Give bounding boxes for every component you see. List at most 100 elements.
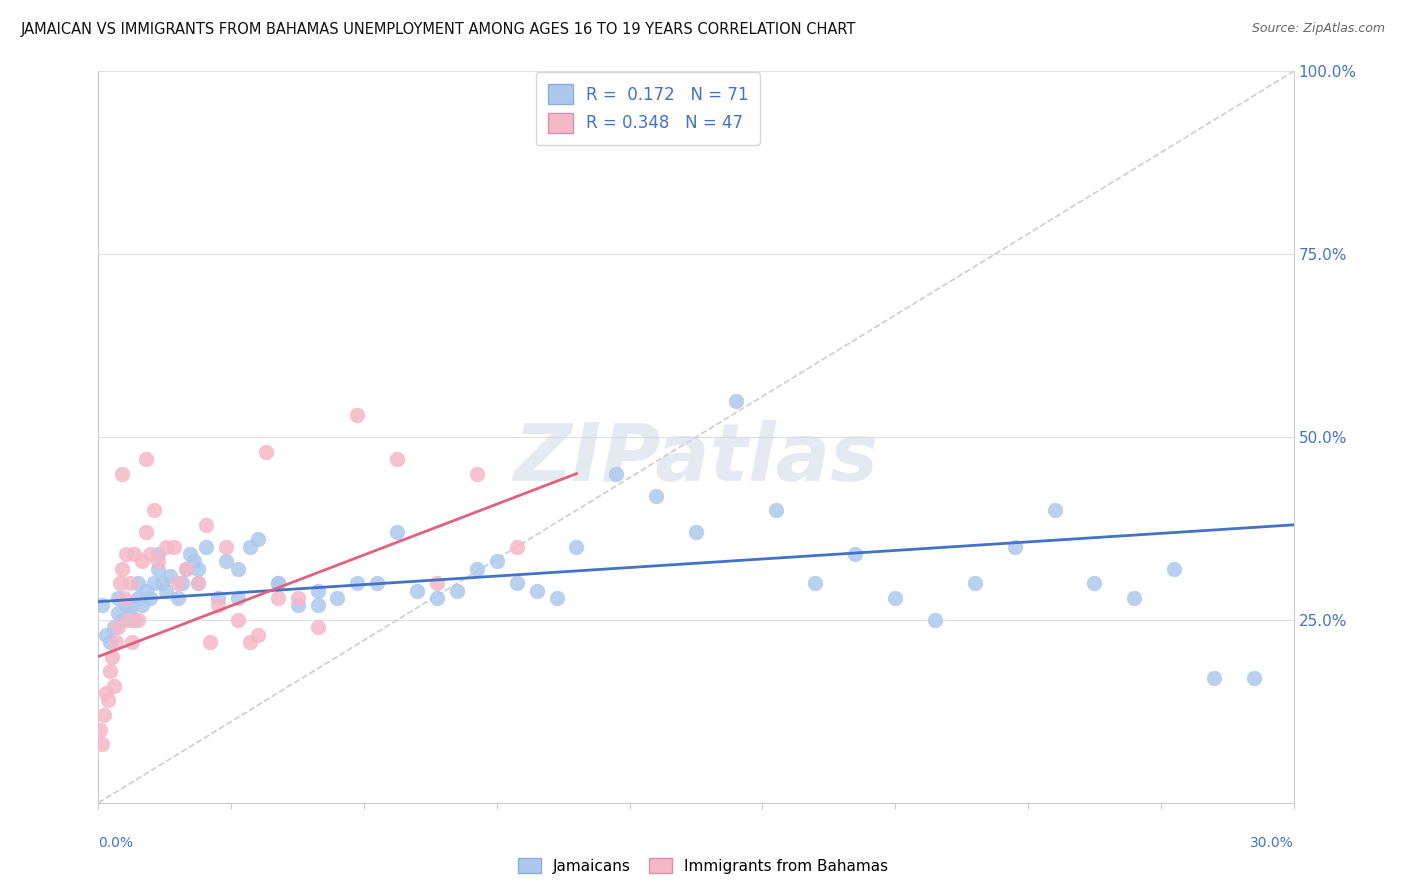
Point bbox=[307, 599, 329, 613]
Point bbox=[187, 562, 209, 576]
Point bbox=[107, 591, 129, 605]
Point bbox=[1123, 591, 1146, 605]
Point bbox=[96, 686, 118, 700]
Point bbox=[174, 562, 197, 576]
Point bbox=[366, 576, 388, 591]
Point bbox=[198, 635, 221, 649]
Point bbox=[107, 620, 129, 634]
Point bbox=[98, 664, 122, 678]
Point bbox=[1043, 503, 1066, 517]
Point bbox=[346, 408, 368, 422]
Point bbox=[124, 547, 146, 561]
Point bbox=[1083, 576, 1105, 591]
Point bbox=[346, 576, 368, 591]
Point bbox=[143, 576, 166, 591]
Point bbox=[120, 576, 142, 591]
Point bbox=[131, 554, 153, 568]
Point bbox=[148, 554, 170, 568]
Point bbox=[685, 525, 707, 540]
Point bbox=[172, 576, 194, 591]
Text: JAMAICAN VS IMMIGRANTS FROM BAHAMAS UNEMPLOYMENT AMONG AGES 16 TO 19 YEARS CORRE: JAMAICAN VS IMMIGRANTS FROM BAHAMAS UNEM… bbox=[21, 22, 856, 37]
Point bbox=[565, 540, 588, 554]
Point bbox=[215, 554, 238, 568]
Point bbox=[103, 679, 125, 693]
Point bbox=[97, 693, 120, 707]
Point bbox=[111, 562, 134, 576]
Point bbox=[112, 591, 135, 605]
Point bbox=[89, 723, 111, 737]
Point bbox=[98, 635, 122, 649]
Point bbox=[120, 606, 142, 620]
Point bbox=[135, 583, 157, 598]
Point bbox=[267, 576, 290, 591]
Point bbox=[226, 562, 249, 576]
Point bbox=[307, 620, 329, 634]
Point bbox=[924, 613, 946, 627]
Point bbox=[207, 599, 229, 613]
Point bbox=[111, 467, 134, 481]
Point bbox=[385, 452, 409, 467]
Point bbox=[385, 525, 409, 540]
Point bbox=[148, 562, 170, 576]
Point bbox=[131, 599, 153, 613]
Point bbox=[1163, 562, 1185, 576]
Point bbox=[246, 627, 269, 641]
Point bbox=[187, 576, 209, 591]
Text: ZIPatlas: ZIPatlas bbox=[513, 420, 879, 498]
Point bbox=[127, 591, 149, 605]
Point bbox=[120, 599, 142, 613]
Point bbox=[139, 591, 162, 605]
Point bbox=[163, 540, 186, 554]
Text: 0.0%: 0.0% bbox=[98, 836, 134, 850]
Point bbox=[115, 599, 138, 613]
Text: Source: ZipAtlas.com: Source: ZipAtlas.com bbox=[1251, 22, 1385, 36]
Point bbox=[546, 591, 568, 605]
Point bbox=[465, 467, 488, 481]
Point bbox=[91, 599, 114, 613]
Point bbox=[155, 540, 177, 554]
Point bbox=[91, 737, 114, 751]
Point bbox=[110, 576, 132, 591]
Point bbox=[326, 591, 349, 605]
Point bbox=[183, 554, 205, 568]
Point bbox=[187, 576, 209, 591]
Point bbox=[1243, 672, 1265, 686]
Point bbox=[127, 576, 149, 591]
Point bbox=[465, 562, 488, 576]
Point bbox=[526, 583, 548, 598]
Point bbox=[506, 540, 529, 554]
Point bbox=[426, 591, 449, 605]
Point bbox=[121, 635, 143, 649]
Point bbox=[267, 576, 290, 591]
Point bbox=[111, 613, 134, 627]
Point bbox=[179, 547, 201, 561]
Point bbox=[724, 393, 747, 408]
Point bbox=[406, 583, 429, 598]
Point bbox=[765, 503, 787, 517]
Point bbox=[254, 444, 277, 458]
Point bbox=[884, 591, 907, 605]
Point bbox=[174, 562, 197, 576]
Point bbox=[159, 569, 181, 583]
Point bbox=[115, 547, 138, 561]
Point bbox=[246, 533, 269, 547]
Point bbox=[139, 547, 162, 561]
Point bbox=[195, 540, 218, 554]
Point bbox=[1202, 672, 1225, 686]
Point bbox=[426, 576, 449, 591]
Point bbox=[844, 547, 866, 561]
Point bbox=[195, 517, 218, 532]
Point bbox=[446, 583, 468, 598]
Point bbox=[117, 613, 139, 627]
Point bbox=[135, 525, 157, 540]
Point bbox=[143, 503, 166, 517]
Point bbox=[96, 627, 118, 641]
Point bbox=[215, 540, 238, 554]
Point bbox=[239, 540, 262, 554]
Point bbox=[124, 613, 146, 627]
Legend: Jamaicans, Immigrants from Bahamas: Jamaicans, Immigrants from Bahamas bbox=[512, 852, 894, 880]
Point bbox=[287, 599, 309, 613]
Point bbox=[267, 591, 290, 605]
Point bbox=[1004, 540, 1026, 554]
Legend: R =  0.172   N = 71, R = 0.348   N = 47: R = 0.172 N = 71, R = 0.348 N = 47 bbox=[536, 72, 761, 145]
